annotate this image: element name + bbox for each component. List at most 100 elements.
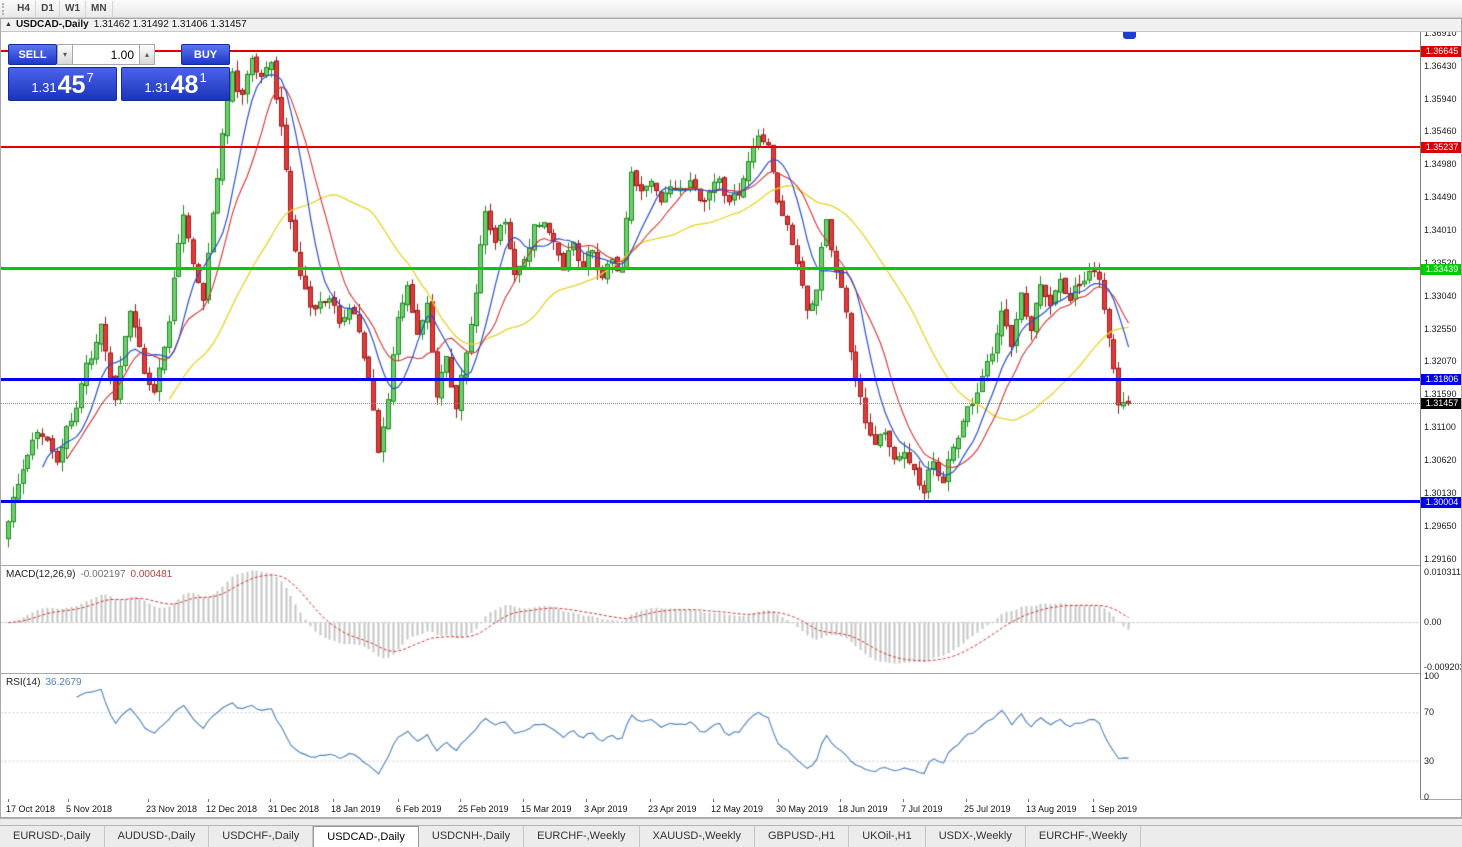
macd-signal-value: 0.000481 [130,569,173,580]
date-tick-mark [966,799,967,802]
chart-tab-ukoil-h1[interactable]: UKOil-,H1 [849,826,926,847]
date-tick-mark [1028,799,1029,802]
timeframe-button-mn[interactable]: MN [86,0,113,17]
price-axis-label: 1.30130 [1424,488,1457,499]
hline-1-31806[interactable] [0,377,1420,381]
chart-tab-gbpusd-h1[interactable]: GBPUSD-,H1 [755,826,850,847]
macd-name: MACD(12,26,9) [6,569,76,580]
buy-button[interactable]: BUY [181,44,230,65]
sell-price-button[interactable]: 1.31 45 7 [8,67,117,101]
chart-tab-eurchf-weekly[interactable]: EURCHF-,Weekly [524,826,640,847]
date-axis-label: 25 Feb 2019 [458,804,509,814]
price-axis-label: 1.36910 [1424,28,1457,38]
price-axis-label: 1.34010 [1424,224,1457,235]
buy-price-button[interactable]: 1.31 48 1 [121,67,230,101]
macd-indicator-label: MACD(12,26,9) -0.002197 0.000481 [6,569,172,580]
date-axis-label: 25 Jul 2019 [964,804,1011,814]
date-tick-mark [398,799,399,802]
timeframe-button-d1[interactable]: D1 [36,0,60,17]
chart-tab-eurchf-weekly[interactable]: EURCHF-,Weekly [1026,826,1142,847]
date-axis-label: 13 Aug 2019 [1026,804,1077,814]
chart-tab-usdcad-daily[interactable]: USDCAD-,Daily [313,826,419,847]
date-tick-mark [840,799,841,802]
timeframe-button-group: H4 D1 W1 MN [12,0,113,17]
hline-1-30004[interactable] [0,500,1420,504]
date-tick-mark [650,799,651,802]
price-axis-label: 1.31100 [1424,422,1456,433]
macd-pane-separator[interactable] [0,565,1462,566]
rsi-pane-separator[interactable] [0,673,1462,674]
rsi-name: RSI(14) [6,677,41,688]
rsi-axis-label: 0 [1424,792,1430,802]
hline-1-36645[interactable] [0,49,1420,52]
price-scale-axis[interactable]: 1.36910 1.36430 1.35940 1.35460 1.34980 1.344… [1420,28,1462,802]
date-tick-mark [8,799,9,802]
price-axis-label: 1.35460 [1424,126,1457,137]
price-axis-label: 1.33040 [1424,290,1457,301]
date-tick-mark [713,799,714,802]
chart-tab-xauusd-weekly[interactable]: XAUUSD-,Weekly [640,826,755,847]
chart-title-ohlc: 1.31462 1.31492 1.31406 1.31457 [93,19,247,30]
sell-price-sup: 7 [86,70,94,85]
volume-increase-button[interactable]: ▴ [139,44,155,65]
date-axis-label: 12 May 2019 [711,804,764,814]
chart-tabs-bar: EURUSD-,Daily AUDUSD-,Daily USDCHF-,Daily U… [0,825,1462,847]
hline-1-35237[interactable] [0,145,1420,148]
date-tick-mark [270,799,271,802]
hline-price-tag-1-36645[interactable]: 1.36645 [1421,46,1462,57]
date-axis-label: 31 Dec 2018 [268,804,320,814]
date-axis-label: 12 Dec 2018 [206,804,258,814]
rsi-indicator-label: RSI(14) 36.2679 [6,677,82,688]
chart-tab-usdchf-daily[interactable]: USDCHF-,Daily [209,826,314,847]
timeframe-toolbar: H4 D1 W1 MN [0,0,1462,18]
buy-price-base: 1.31 [144,80,170,95]
hline-price-tag-1-35237[interactable]: 1.35237 [1421,142,1462,153]
rsi-indicator-canvas[interactable] [0,673,1420,799]
timeframe-button-h4[interactable]: H4 [12,0,36,17]
toolbar-grip-handle[interactable] [2,2,8,15]
chart-tab-usdx-weekly[interactable]: USDX-,Weekly [926,826,1026,847]
date-tick-mark [778,799,779,802]
price-axis-label: 1.29160 [1424,554,1457,564]
chart-tab-usdcnh-daily[interactable]: USDCNH-,Daily [419,826,525,847]
macd-indicator-canvas[interactable] [0,565,1420,673]
chart-tab-audusd-daily[interactable]: AUDUSD-,Daily [105,826,210,847]
date-tick-mark [523,799,524,802]
rsi-axis-label: 30 [1424,755,1435,766]
date-axis-label: 18 Jan 2019 [331,804,381,814]
sell-button[interactable]: SELL [8,44,57,65]
rsi-axis-label: 100 [1424,671,1440,681]
price-chart-canvas[interactable] [0,32,1420,565]
date-axis-label: 15 Mar 2019 [521,804,572,814]
hline-price-tag-1-33439[interactable]: 1.33439 [1421,264,1462,275]
date-axis-label: 7 Jul 2019 [901,804,943,814]
date-axis-label: 5 Nov 2018 [66,804,113,814]
price-axis-label: 1.31590 [1424,389,1457,400]
date-tick-mark [333,799,334,802]
sell-price-big: 45 [57,71,86,99]
date-axis-label: 1 Sep 2019 [1091,804,1138,814]
hline-price-tag-1-30004[interactable]: 1.30004 [1421,497,1462,508]
symbol-marker-icon: ▲ [5,21,12,28]
price-axis-label: 1.32550 [1424,323,1457,334]
current-price-tag: 1.31457 [1421,398,1462,409]
time-scale-axis[interactable]: 17 Oct 2018 5 Nov 2018 23 Nov 2018 12 Dec 2… [0,799,1420,818]
price-axis-label: 1.33520 [1424,258,1457,268]
date-axis-label: 23 Apr 2019 [648,804,697,814]
date-tick-mark [1093,799,1094,802]
macd-main-value: -0.002197 [80,569,126,580]
volume-decrease-button[interactable]: ▾ [57,44,73,65]
price-axis-label: 1.35940 [1424,93,1457,104]
date-tick-mark [586,799,587,802]
chart-tab-eurusd-daily[interactable]: EURUSD-,Daily [0,826,105,847]
chart-title-bar: ▲ USDCAD-,Daily 1.31462 1.31492 1.31406 … [0,18,1462,32]
macd-axis-label: -0.009203 [1424,662,1462,672]
sell-price-base: 1.31 [31,80,57,95]
hline-1-33439[interactable] [0,267,1420,271]
volume-input[interactable] [73,44,139,65]
date-tick-mark [68,799,69,802]
hline-price-tag-1-31806[interactable]: 1.31806 [1421,374,1462,385]
chart-title-symbol: USDCAD-,Daily [15,19,89,30]
timeframe-button-w1[interactable]: W1 [60,0,86,17]
